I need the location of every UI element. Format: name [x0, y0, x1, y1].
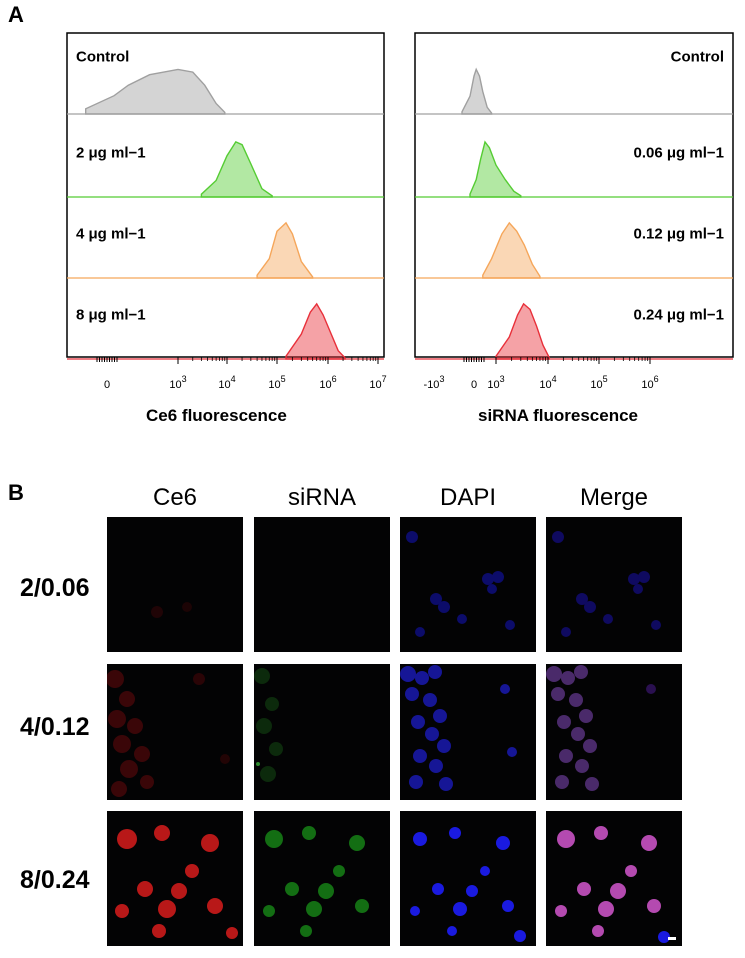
histogram-2-series-4	[495, 302, 550, 360]
histogram-2-series-2	[469, 140, 522, 198]
image-sirna-row2	[254, 664, 390, 800]
series-label-2-4: 0.24 μg ml−1	[634, 306, 724, 323]
image-dapi-row1	[400, 517, 536, 652]
image-sirna-row1	[254, 517, 390, 652]
tick-label-1-4: 106	[319, 374, 336, 391]
image-dapi-row2	[400, 664, 536, 800]
image-dapi-row3	[400, 811, 536, 946]
col-header-ce6: Ce6	[152, 484, 198, 511]
image-ce6-row1	[107, 517, 243, 652]
row-label-1: 2/0.06	[20, 574, 90, 602]
histogram-2-series-3	[482, 221, 541, 279]
row-label-3: 8/0.24	[20, 866, 90, 894]
col-header-merge: Merge	[579, 484, 649, 511]
image-merge-row2	[546, 664, 682, 800]
series-label-1-2: 2 μg ml−1	[76, 144, 146, 161]
image-merge-row1	[546, 517, 682, 652]
image-ce6-row3	[107, 811, 243, 946]
tick-label-1-0: 0	[104, 379, 110, 391]
tick-label-2-2: 103	[487, 374, 504, 391]
tick-label-1-5: 107	[369, 374, 386, 391]
histogram-2-series-1	[461, 67, 493, 115]
series-label-2-2: 0.06 μg ml−1	[634, 144, 724, 161]
image-sirna-row3	[254, 811, 390, 946]
histogram-1-series-3	[256, 221, 314, 279]
histogram-1-series-4	[285, 302, 346, 360]
tick-label-1-3: 105	[268, 374, 285, 391]
image-merge-row3	[546, 811, 682, 946]
series-label-1-1: Control	[76, 48, 129, 65]
panel-a-label: A	[8, 2, 24, 27]
plot-frame-2	[414, 32, 734, 358]
tick-label-2-5: 106	[641, 374, 658, 391]
tick-label-2-3: 104	[539, 374, 556, 391]
col-header-sirna: siRNA	[287, 484, 356, 511]
row-label-2: 4/0.12	[20, 713, 90, 741]
series-label-2-3: 0.12 μg ml−1	[634, 225, 724, 242]
histogram-1-series-2	[200, 141, 273, 198]
histogram-1-series-1	[85, 68, 226, 115]
tick-label-1-2: 104	[218, 374, 235, 391]
series-label-1-4: 8 μg ml−1	[76, 306, 146, 323]
histogram-figure: Control 2 μg ml−1 4 μg ml−1 8 μg ml−1 0 103 10…	[66, 32, 734, 391]
series-label-2-1: Control	[671, 48, 724, 65]
image-ce6-row2	[107, 664, 243, 800]
col-header-dapi: DAPI	[439, 484, 496, 511]
tick-label-2-1: 0	[471, 379, 477, 391]
right-x-axis-label: siRNA fluorescence	[478, 406, 638, 425]
tick-label-2-0: -103	[424, 374, 445, 391]
tick-label-1-1: 103	[169, 374, 186, 391]
tick-label-2-4: 105	[590, 374, 607, 391]
left-x-axis-label: Ce6 fluorescence	[146, 406, 287, 425]
scale-bar	[668, 937, 676, 940]
series-label-1-3: 4 μg ml−1	[76, 225, 146, 242]
plot-frame-1	[66, 32, 385, 358]
panel-b-label: B	[8, 480, 24, 505]
